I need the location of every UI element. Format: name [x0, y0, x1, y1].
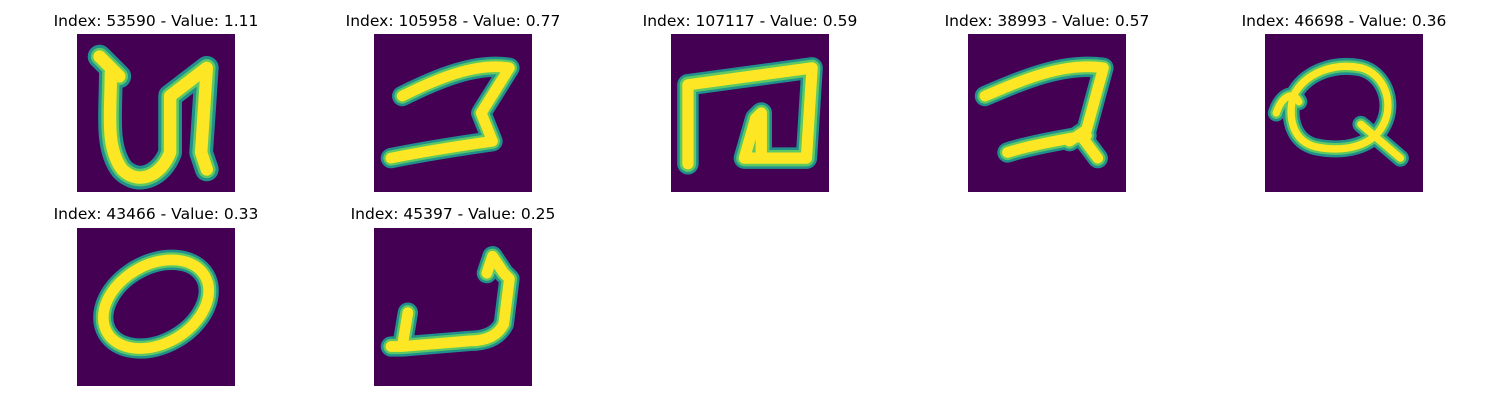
- hook-glyph: [380, 246, 520, 357]
- character-image: [77, 228, 235, 386]
- square-spiral-glyph: [677, 57, 823, 175]
- panel-title: Index: 43466 - Value: 0.33: [53, 205, 259, 223]
- panel-title: Index: 45397 - Value: 0.25: [350, 205, 556, 223]
- character-image: [374, 34, 532, 192]
- character-image: [1265, 34, 1423, 192]
- Q-shape-glyph: [1267, 57, 1409, 167]
- character-image: [968, 34, 1126, 192]
- reversed-z-tail-glyph: [974, 56, 1114, 169]
- O-shape-glyph: [93, 249, 219, 359]
- panel-title: Index: 107117 - Value: 0.59: [642, 12, 858, 30]
- character-image: [671, 34, 829, 192]
- panel-title: Index: 46698 - Value: 0.36: [1241, 12, 1447, 30]
- reversed-z-glyph: [380, 56, 520, 169]
- panel-title: Index: 105958 - Value: 0.77: [345, 12, 561, 30]
- panel-title: Index: 53590 - Value: 1.11: [53, 12, 259, 30]
- panel-title: Index: 38993 - Value: 0.57: [944, 12, 1150, 30]
- U-shape-glyph: [87, 44, 219, 190]
- character-image: [374, 228, 532, 386]
- character-image: [77, 34, 235, 192]
